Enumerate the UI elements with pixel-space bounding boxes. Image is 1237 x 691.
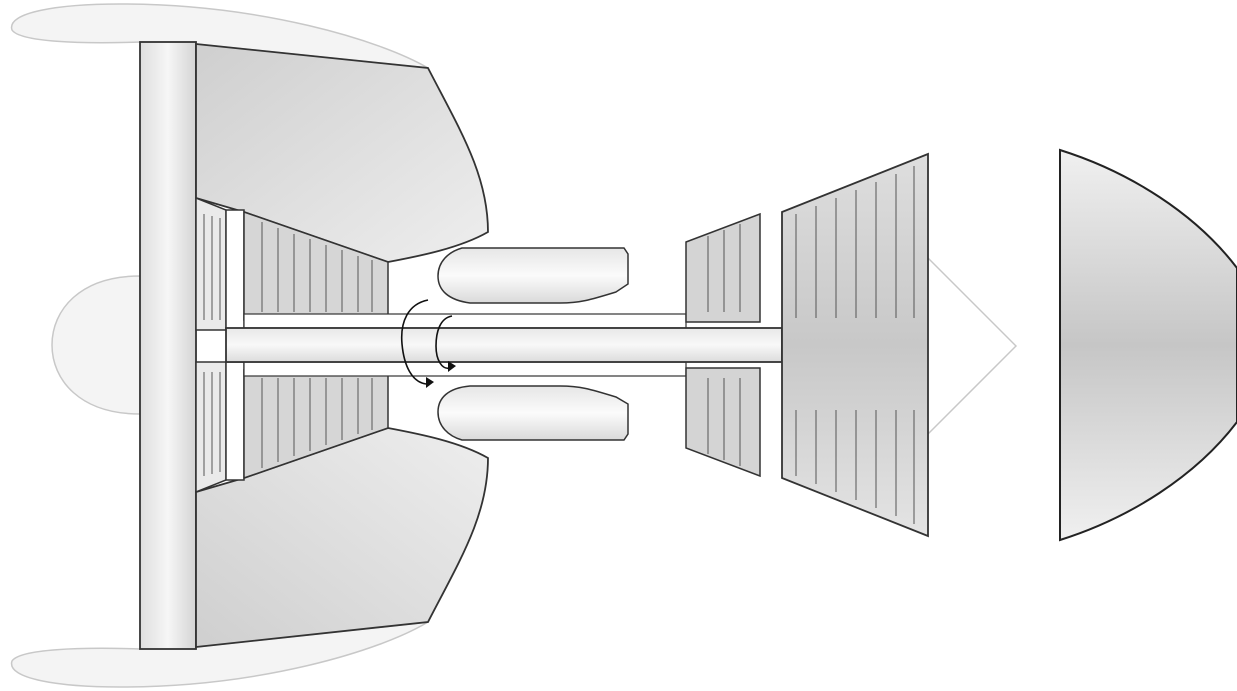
shaft-sleeve-lower bbox=[243, 361, 687, 377]
spinner-cone bbox=[51, 275, 141, 415]
shaft-collar-upper bbox=[225, 209, 245, 331]
lp-turbine-blade-lines bbox=[795, 166, 915, 524]
nacelle-outline-lower bbox=[10, 621, 429, 688]
compressor-blade-lines bbox=[261, 222, 373, 468]
fan-blade-lines bbox=[203, 214, 221, 476]
low-pressure-turbine bbox=[781, 152, 929, 538]
high-pressure-turbine-lower bbox=[685, 367, 761, 478]
combustion-chamber-upper bbox=[437, 247, 629, 304]
combustion-chamber-lower bbox=[437, 385, 629, 441]
rotation-arrow-heads bbox=[426, 361, 456, 388]
main-shaft bbox=[225, 327, 783, 363]
rotation-arrow-icon bbox=[400, 299, 453, 385]
exhaust-cone bbox=[924, 253, 1018, 439]
exhaust-nozzle bbox=[1059, 148, 1237, 542]
shaft-sleeve-upper bbox=[243, 313, 687, 329]
intake-housing-lower bbox=[195, 427, 489, 649]
intake-housing-upper bbox=[195, 43, 489, 263]
hp-turbine-blade-lines bbox=[707, 224, 741, 466]
high-pressure-turbine-upper bbox=[685, 212, 761, 323]
shaft-collar-lower bbox=[225, 361, 245, 481]
fan-disk bbox=[139, 41, 197, 650]
fan-blade-stack-lower bbox=[195, 361, 227, 494]
fan-blade-stack-upper bbox=[195, 196, 227, 331]
nacelle-outline-upper bbox=[10, 3, 429, 69]
